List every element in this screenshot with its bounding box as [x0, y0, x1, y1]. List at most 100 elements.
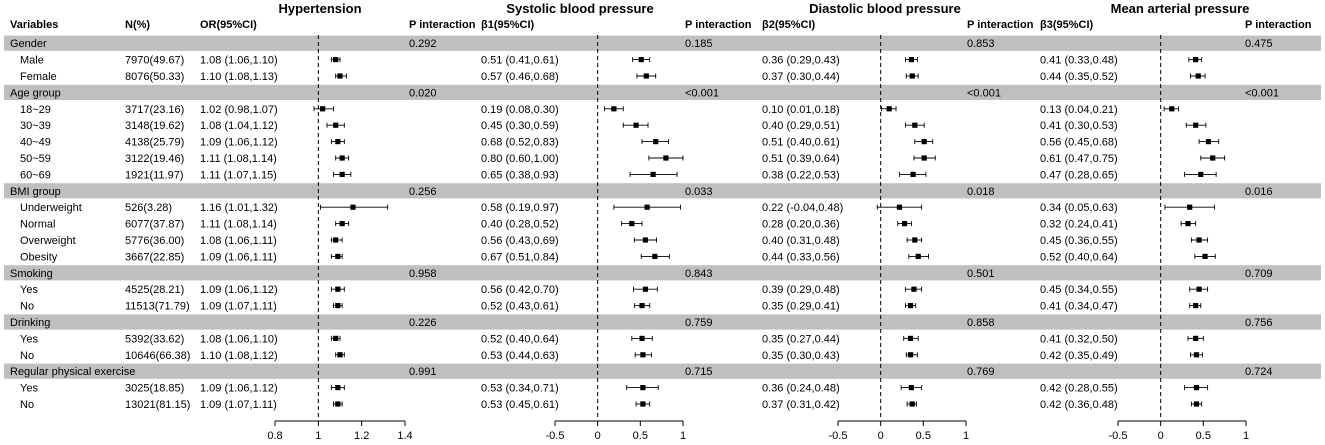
panel-title-hypertension: Hypertension — [278, 1, 361, 16]
p-interaction-value: 0.501 — [967, 268, 995, 280]
estimate-ci-value: 1.11 (1.07,1.15) — [200, 169, 277, 181]
estimate-ci-value: 0.51 (0.41,0.61) — [481, 55, 559, 67]
header-p-interaction-2: P interaction — [685, 19, 752, 31]
point-estimate — [1185, 221, 1191, 227]
estimate-ci-value: 0.65 (0.38,0.93) — [481, 169, 559, 181]
n-percent-value: 3717(23.16) — [125, 104, 184, 116]
n-percent-value: 5392(33.62) — [125, 333, 184, 345]
point-estimate — [910, 171, 916, 177]
point-estimate — [652, 253, 658, 259]
point-estimate — [911, 286, 917, 292]
estimate-ci-value: 1.11 (1.08,1.14) — [200, 219, 277, 231]
p-interaction-value: 0.759 — [685, 317, 713, 329]
n-percent-value: 1921(11.97) — [125, 169, 184, 181]
point-estimate — [320, 106, 326, 112]
x-tick-label: 1 — [963, 430, 969, 442]
estimate-ci-value: 0.41 (0.32,0.50) — [1040, 333, 1118, 345]
point-estimate — [1193, 303, 1199, 309]
header-beta1-ci: β1(95%CI) — [481, 19, 535, 31]
estimate-ci-value: 0.47 (0.28,0.65) — [1040, 169, 1118, 181]
estimate-ci-value: 0.52 (0.40,0.64) — [481, 333, 559, 345]
estimate-ci-value: 0.35 (0.29,0.41) — [762, 301, 840, 313]
subgroup-label: No — [20, 301, 34, 313]
point-estimate — [335, 385, 341, 391]
n-percent-value: 4525(28.21) — [125, 284, 184, 296]
subgroup-label: Male — [20, 55, 44, 67]
subgroup-label: Normal — [20, 219, 55, 231]
point-estimate — [1193, 401, 1200, 407]
subgroup-label: Yes — [20, 284, 38, 296]
estimate-ci-value: 0.22 (-0.04,0.48) — [762, 202, 843, 214]
p-interaction-value: 0.256 — [409, 186, 437, 198]
panel-title-map: Mean arterial pressure — [1111, 1, 1250, 16]
x-tick-label: 1 — [1243, 430, 1249, 442]
point-estimate — [921, 139, 927, 145]
x-tick-label: 0.5 — [633, 430, 648, 442]
point-estimate — [896, 204, 903, 210]
x-tick-label: 0 — [595, 430, 601, 442]
estimate-ci-value: 0.38 (0.22,0.53) — [762, 169, 840, 181]
point-estimate — [335, 139, 341, 145]
p-interaction-value: 0.715 — [685, 366, 713, 378]
p-interaction-value: 0.724 — [1245, 366, 1273, 378]
x-tick-label: 1.2 — [354, 430, 369, 442]
point-estimate — [333, 237, 339, 243]
group-band — [4, 35, 1321, 51]
point-estimate — [335, 303, 341, 309]
header-or-ci: OR(95%CI) — [200, 19, 257, 31]
estimate-ci-value: 1.08 (1.06,1.10) — [200, 55, 278, 67]
estimate-ci-value: 1.09 (1.07,1.11) — [200, 301, 277, 313]
estimate-ci-value: 0.40 (0.31,0.48) — [762, 235, 840, 247]
estimate-ci-value: 1.08 (1.06,1.11) — [200, 235, 277, 247]
header-n-percent: N(%) — [125, 19, 150, 31]
estimate-ci-value: 0.57 (0.46,0.68) — [481, 71, 559, 83]
point-estimate — [1187, 204, 1193, 210]
estimate-ci-value: 1.11 (1.08,1.14) — [200, 153, 277, 165]
subgroup-label: No — [20, 350, 34, 362]
header-variables: Variables — [10, 19, 58, 31]
estimate-ci-value: 1.09 (1.07,1.11) — [200, 399, 277, 411]
estimate-ci-value: 0.41 (0.34,0.47) — [1040, 301, 1118, 313]
point-estimate — [653, 139, 659, 145]
x-tick-label: 0 — [878, 430, 884, 442]
estimate-ci-value: 0.39 (0.29,0.48) — [762, 284, 840, 296]
point-estimate — [1193, 57, 1199, 63]
estimate-ci-value: 0.41 (0.33,0.48) — [1040, 55, 1118, 67]
x-tick-label: 0.5 — [1196, 430, 1211, 442]
point-estimate — [912, 122, 918, 128]
n-percent-value: 6077(37.87) — [125, 219, 184, 231]
point-estimate — [335, 401, 341, 407]
estimate-ci-value: 0.67 (0.51,0.84) — [481, 251, 559, 263]
header-p-interaction-1: P interaction — [409, 19, 476, 31]
group-label: Smoking — [10, 268, 53, 280]
subgroup-label: Yes — [20, 333, 38, 345]
point-estimate — [1193, 352, 1200, 358]
subgroup-label: Underweight — [20, 202, 82, 214]
point-estimate — [333, 122, 339, 128]
group-band — [4, 314, 1321, 330]
group-band — [4, 363, 1321, 379]
point-estimate — [640, 385, 646, 391]
estimate-ci-value: 0.36 (0.29,0.43) — [762, 55, 840, 67]
x-tick-label: -0.5 — [829, 430, 848, 442]
estimate-ci-value: 0.41 (0.30,0.53) — [1040, 120, 1118, 132]
subgroup-label: 30~39 — [20, 120, 51, 132]
point-estimate — [339, 221, 345, 227]
estimate-ci-value: 0.45 (0.34,0.55) — [1040, 284, 1118, 296]
estimate-ci-value: 1.09 (1.06,1.12) — [200, 284, 278, 296]
point-estimate — [640, 401, 646, 407]
point-estimate — [921, 155, 927, 161]
n-percent-value: 3025(18.85) — [125, 383, 184, 395]
group-label: Age group — [10, 87, 61, 99]
n-percent-value: 11513(71.79) — [125, 301, 190, 313]
point-estimate — [907, 335, 914, 341]
point-estimate — [633, 122, 639, 128]
n-percent-value: 526(3.28) — [125, 202, 172, 214]
estimate-ci-value: 1.08 (1.06,1.10) — [200, 333, 278, 345]
p-interaction-value: 0.020 — [409, 87, 437, 99]
p-interaction-value: 0.033 — [685, 186, 713, 198]
n-percent-value: 3667(22.85) — [125, 251, 184, 263]
point-estimate — [1195, 73, 1201, 79]
